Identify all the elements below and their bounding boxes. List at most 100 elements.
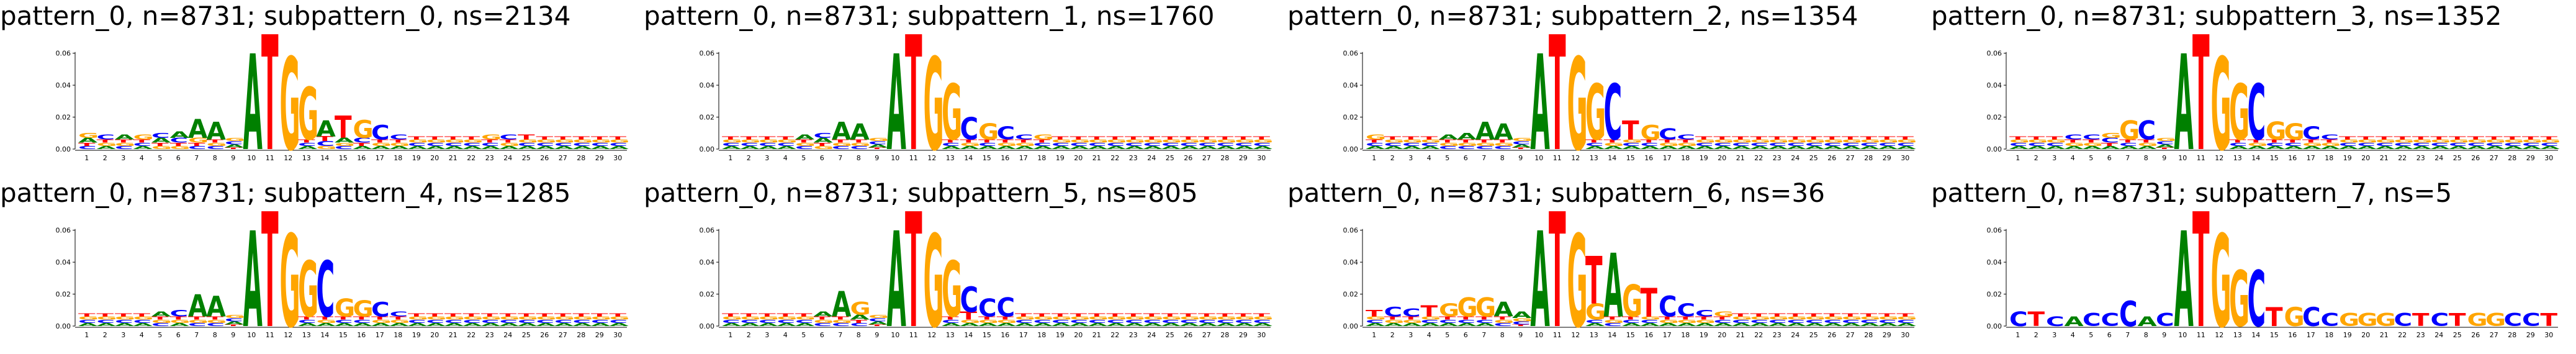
logo-letter-a: A (1494, 298, 1513, 322)
logo-letter-g: G (832, 319, 852, 324)
x-tick-label: 12 (927, 331, 936, 339)
logo-letter-g: G (1732, 315, 1752, 320)
x-tick-label: 5 (1445, 331, 1449, 339)
logo-letter-c: C (1217, 319, 1235, 324)
x-tick-label: 12 (284, 154, 292, 162)
logo-letter-c: C (2321, 311, 2340, 330)
logo-letter-a: A (2358, 145, 2377, 150)
logo-letter-t: T (500, 138, 517, 143)
logo-letter-c: C (1659, 291, 1677, 324)
y-tick-label: 0.06 (700, 50, 715, 58)
logo-letter-c: C (960, 279, 979, 320)
logo-letter-a: A (1677, 145, 1697, 150)
logo-letter-a: A (1787, 145, 1807, 150)
logo-letter-g: G (1421, 138, 1441, 143)
x-tick-label: 16 (2288, 331, 2297, 339)
logo-letter-g: G (2394, 138, 2415, 143)
x-tick-label: 8 (857, 154, 861, 162)
x-tick-label: 23 (485, 331, 494, 339)
logo-letter-t: T (1161, 312, 1179, 317)
logo-letter-a: A (188, 288, 207, 324)
x-tick-label: 12 (1571, 331, 1580, 339)
x-tick-label: 10 (247, 331, 256, 339)
logo-letter-t: T (390, 315, 407, 320)
x-tick-label: 23 (1129, 154, 1138, 162)
x-tick-label: 19 (1700, 154, 1708, 162)
logo-letter-c: C (573, 142, 592, 147)
logo-letter-g: G (997, 142, 1017, 147)
logo-letter-g: G (1750, 138, 1771, 143)
logo-letter-c: C (868, 317, 887, 322)
y-tick-label: 0.04 (1987, 258, 2002, 266)
logo-letter-t: T (1494, 315, 1511, 320)
logo-letter-a: A (2065, 145, 2084, 150)
x-tick-label: 11 (266, 154, 274, 162)
x-tick-label: 28 (1220, 331, 1229, 339)
logo-letter-t: T (444, 135, 462, 140)
x-tick-label: 9 (231, 331, 235, 339)
x-tick-label: 9 (231, 154, 235, 162)
logo-letter-a: A (795, 134, 814, 141)
logo-letter-g: G (115, 315, 135, 320)
logo-letter-a: A (1384, 145, 1404, 150)
logo-letter-a: A (225, 320, 245, 325)
chart-title: pattern_0, n=8731; subpattern_7, ns=5 (1931, 178, 2452, 208)
x-tick-label: 4 (783, 331, 788, 339)
x-tick-label: 25 (1166, 154, 1174, 162)
x-tick-label: 26 (2471, 331, 2480, 339)
logo-letter-g: G (1457, 142, 1478, 147)
logo-letter-c: C (1015, 134, 1034, 141)
logo-letter-g: G (1641, 315, 1661, 320)
x-tick-label: 1 (2015, 154, 2020, 162)
logo-letter-t: T (225, 147, 242, 150)
logo-letter-c: C (1070, 142, 1089, 147)
logo-letter-a: A (1143, 322, 1163, 327)
x-tick-label: 28 (2508, 154, 2516, 162)
logo-letter-t: T (536, 312, 554, 317)
logo-letter-t: T (795, 312, 813, 317)
logo-letter-c: C (1787, 142, 1806, 147)
logo-letter-c: C (78, 319, 97, 324)
logo-letter-c: C (207, 322, 225, 327)
logo-letter-a: A (2485, 145, 2505, 150)
logo-letter-a: A (1475, 322, 1495, 327)
logo-letter-t: T (850, 319, 868, 324)
logo-letter-t: T (463, 312, 480, 317)
x-tick-label: 29 (1883, 154, 1891, 162)
logo-letter-t: T (573, 135, 590, 140)
x-tick-label: 4 (140, 154, 144, 162)
logo-letter-t: T (2431, 135, 2448, 140)
logo-letter-c: C (1659, 125, 1677, 143)
logo-letter-c: C (1805, 142, 1824, 147)
logo-letter-c: C (1494, 322, 1513, 327)
logo-letter-t: T (2302, 138, 2320, 143)
x-tick-label: 21 (1092, 331, 1101, 339)
logo-letter-c: C (2138, 116, 2156, 146)
x-tick-label: 1 (84, 154, 89, 162)
logo-letter-t: T (2412, 311, 2430, 330)
logo-letter-a: A (1695, 145, 1715, 150)
x-tick-label: 27 (1202, 154, 1211, 162)
logo-letter-t: T (1494, 138, 1511, 143)
logo-letter-a: A (554, 322, 574, 327)
logo-letter-a: A (1217, 145, 1236, 150)
x-tick-label: 30 (613, 331, 622, 339)
logo-letter-g: G (1439, 142, 1459, 147)
logo-letter-t: T (591, 312, 608, 317)
logo-letter-a: A (591, 145, 611, 150)
logo-letter-t: T (2321, 138, 2338, 143)
logo-letter-c: C (1402, 307, 1421, 319)
logo-letter-a: A (1732, 322, 1752, 327)
logo-letter-a: A (2248, 145, 2268, 150)
x-tick-label: 19 (2343, 331, 2352, 339)
logo-letter-t: T (1714, 135, 1731, 140)
x-tick-label: 11 (1553, 331, 1562, 339)
x-tick-label: 17 (376, 154, 384, 162)
logo-letter-g: G (207, 142, 227, 147)
x-tick-label: 30 (2544, 154, 2553, 162)
x-tick-label: 8 (2144, 331, 2148, 339)
y-tick-label: 0.00 (56, 145, 71, 153)
x-tick-label: 20 (2361, 331, 2370, 339)
logo-letter-t: T (1842, 312, 1859, 317)
logo-letter-c: C (2101, 137, 2120, 144)
